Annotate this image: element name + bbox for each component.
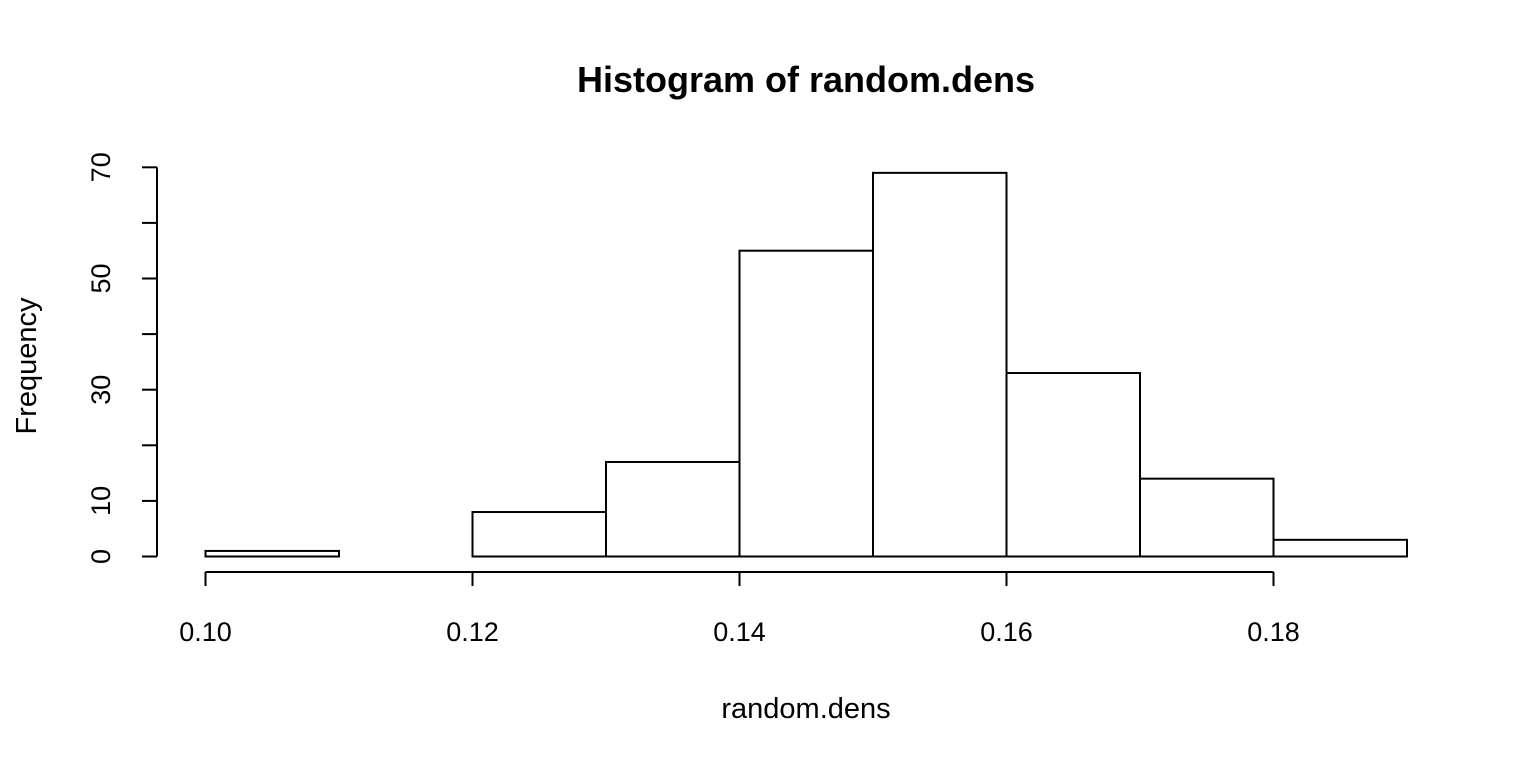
- histogram-bar-0: [204, 549, 340, 558]
- y-tick-label-1: 10: [86, 486, 116, 516]
- x-tick-label-4: 0.18: [1247, 617, 1300, 647]
- histogram-bar-7: [1139, 477, 1275, 558]
- histogram-bar-5: [872, 171, 1008, 558]
- x-axis-label: random.dens: [721, 693, 890, 725]
- histogram-bar-6: [1005, 372, 1141, 558]
- x-tick-label-2: 0.14: [713, 617, 766, 647]
- histogram-bar-2: [471, 511, 607, 558]
- x-axis: 0.10 0.12 0.14 0.16 0.18: [179, 571, 1300, 647]
- y-tick-label-2: 30: [86, 375, 116, 405]
- y-axis-label: Frequency: [11, 297, 43, 435]
- chart-title: Histogram of random.dens: [577, 59, 1035, 100]
- bars-group: [204, 171, 1408, 558]
- x-tick-label-3: 0.16: [980, 617, 1033, 647]
- x-tick-label-0: 0.10: [179, 617, 232, 647]
- histogram-bar-3: [605, 460, 741, 558]
- y-tick-label-0: 0: [86, 549, 116, 564]
- x-tick-label-1: 0.12: [446, 617, 499, 647]
- y-axis: 0 10 30 50 70: [86, 152, 158, 564]
- histogram-bar-8: [1272, 538, 1408, 558]
- y-tick-label-3: 50: [86, 263, 116, 293]
- histogram-bar-4: [738, 249, 874, 558]
- y-tick-label-4: 70: [86, 152, 116, 182]
